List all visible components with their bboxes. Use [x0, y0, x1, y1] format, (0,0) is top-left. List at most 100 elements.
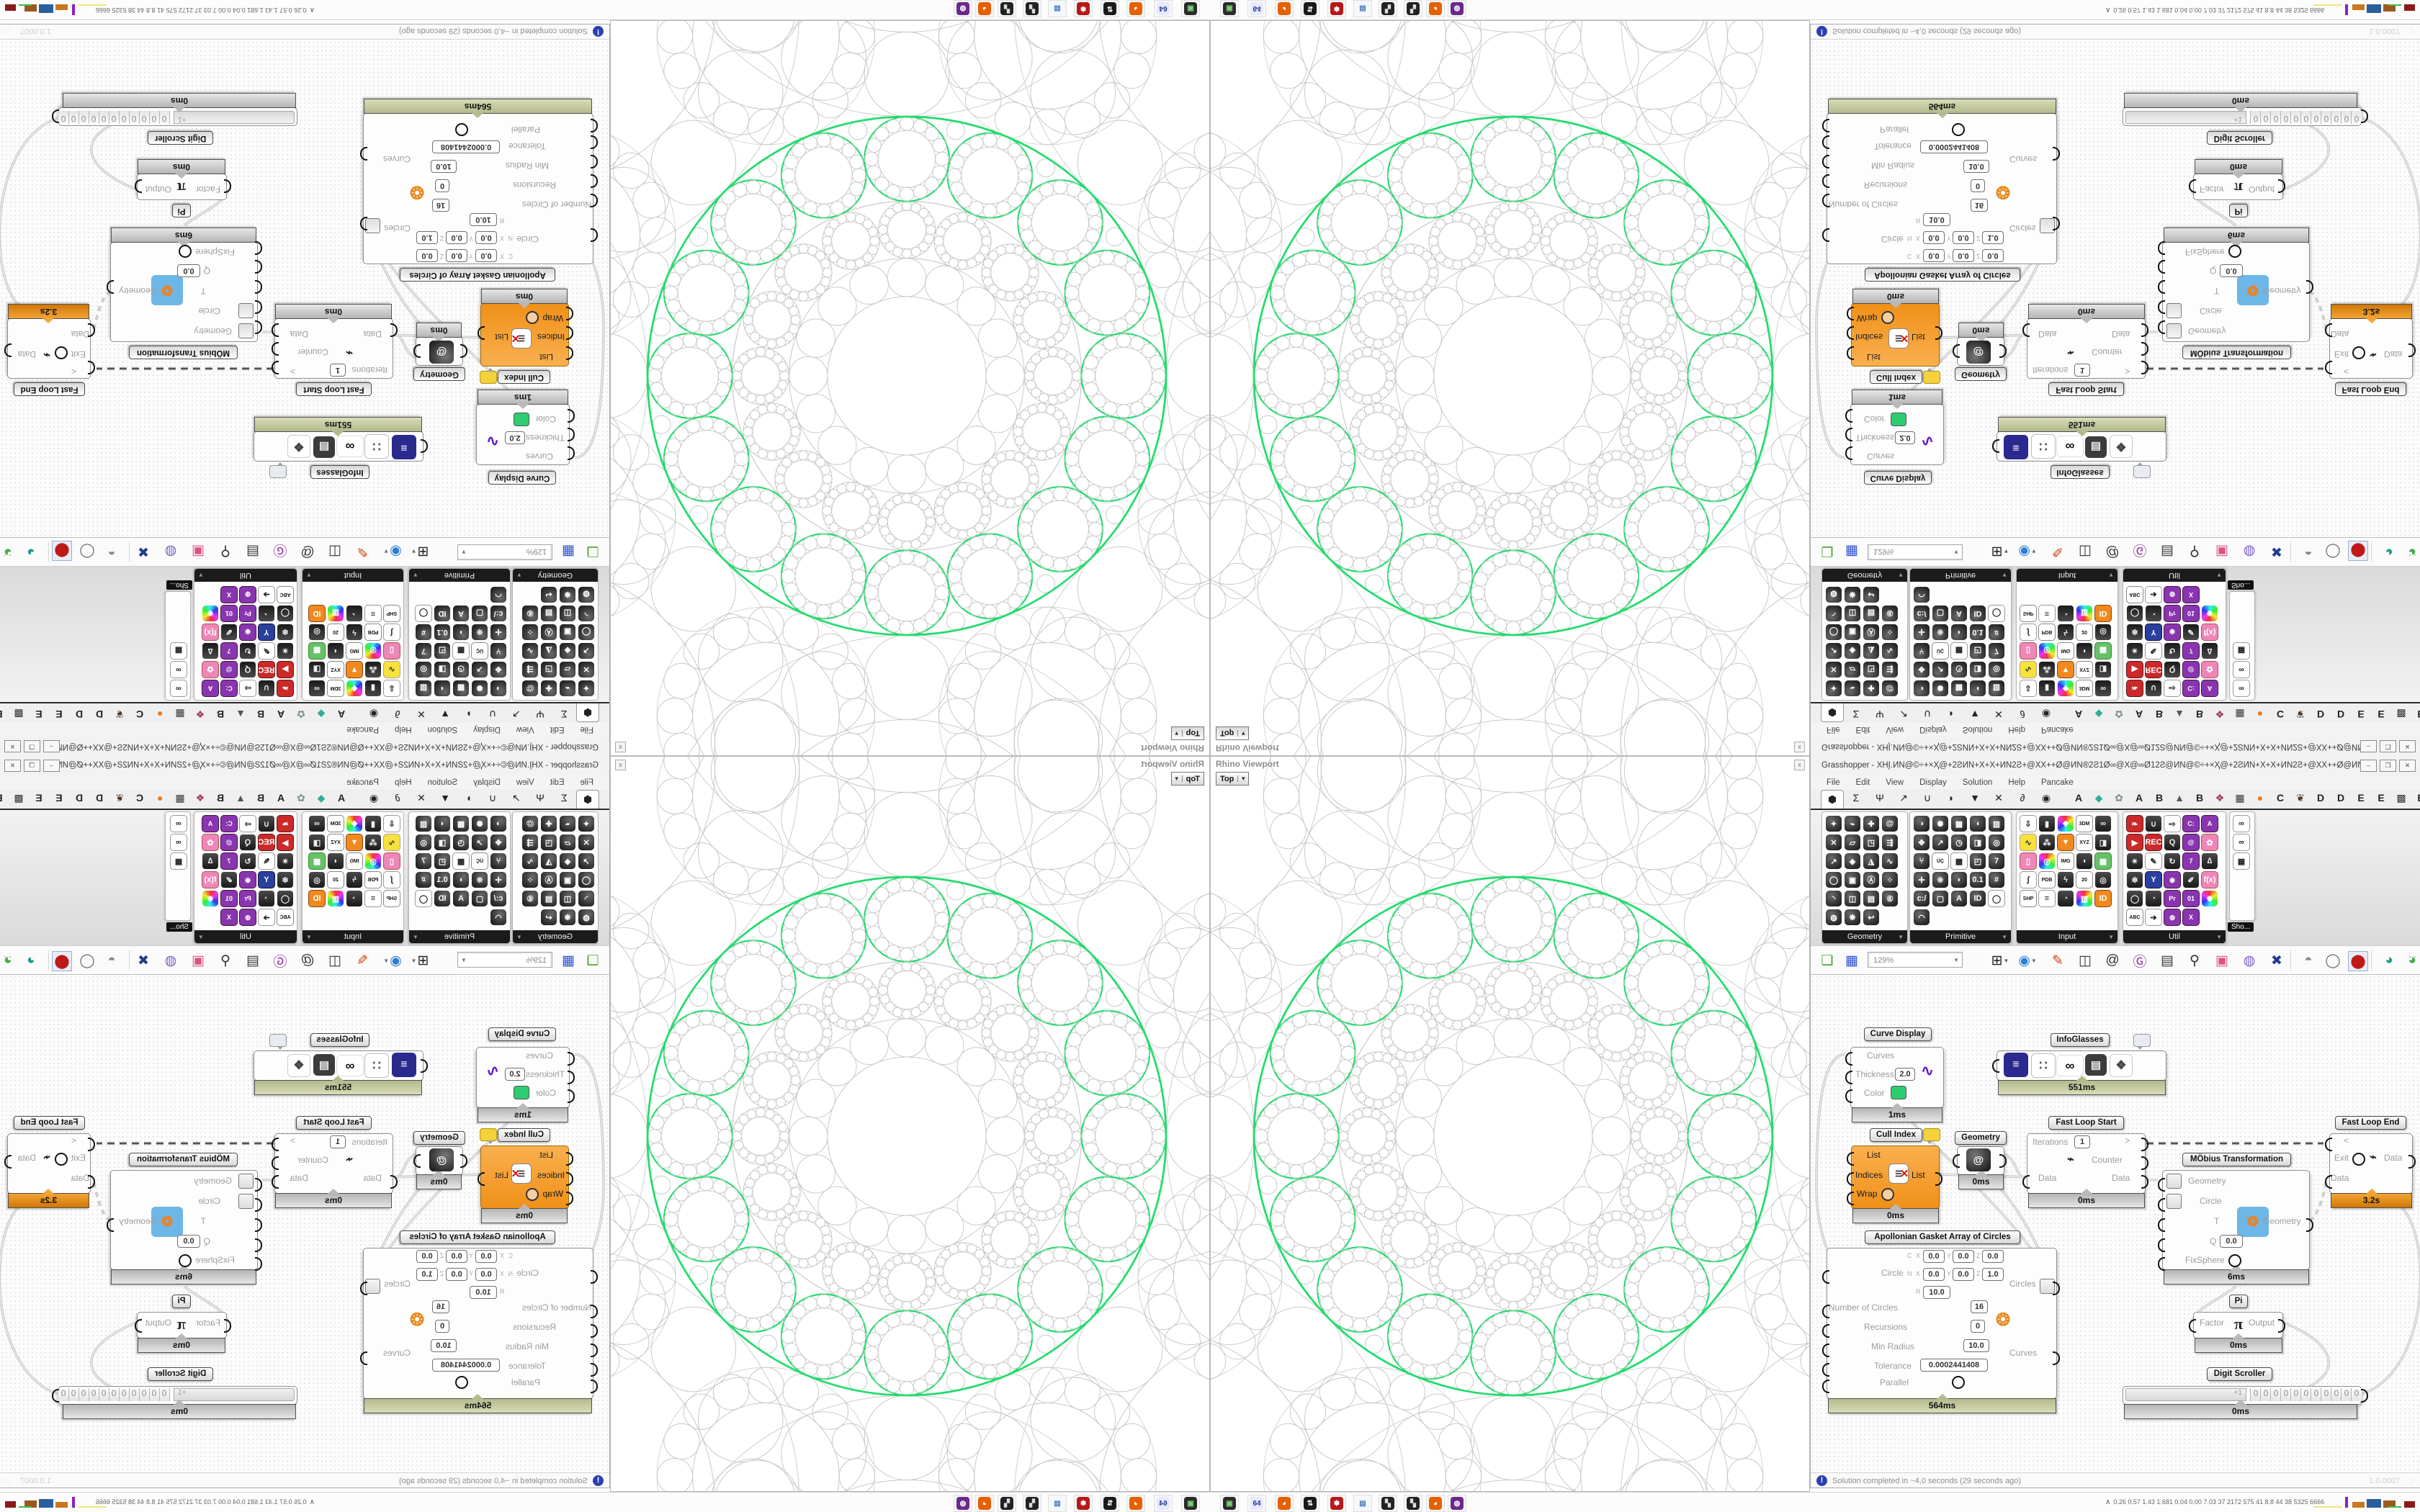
- digit-cell[interactable]: 0: [2321, 111, 2331, 124]
- cull-index-label[interactable]: Cull Index: [1870, 1128, 1922, 1142]
- input-hook[interactable]: [591, 1344, 598, 1357]
- palette-icon[interactable]: ◖: [1968, 814, 1987, 833]
- maximize-button[interactable]: ❐: [2380, 760, 2396, 772]
- palette-icon[interactable]: 7: [1987, 852, 2006, 870]
- input-hook[interactable]: [1822, 155, 1829, 168]
- palette-icon[interactable]: Y: [2144, 870, 2163, 889]
- input-hook[interactable]: [1845, 409, 1852, 423]
- output-hook[interactable]: [52, 1389, 59, 1403]
- palette-icon[interactable]: XYZ: [2075, 833, 2094, 852]
- tab-3[interactable]: ↗: [1899, 792, 1908, 804]
- input-hook[interactable]: [421, 1059, 428, 1073]
- output-hook[interactable]: [1935, 326, 1942, 340]
- value-box[interactable]: 0.0002441408: [1920, 1359, 1988, 1372]
- output-hook[interactable]: [2141, 342, 2148, 356]
- toggle-circle[interactable]: [526, 1188, 539, 1201]
- chevron-down-icon[interactable]: ▼: [2003, 957, 2009, 964]
- digit-cell[interactable]: 0: [2290, 111, 2301, 124]
- value-box[interactable]: 0.0: [446, 249, 467, 262]
- output-hook[interactable]: [2053, 147, 2060, 161]
- modifier-button[interactable]: [238, 303, 254, 318]
- value-box[interactable]: 10.0: [1923, 1286, 1950, 1299]
- value-box[interactable]: 0.0: [1953, 249, 1974, 262]
- chevron-down-icon[interactable]: ▼: [1953, 957, 1959, 963]
- output-hook[interactable]: [2361, 109, 2368, 123]
- app-recorder-icon[interactable]: ▣: [1181, 1495, 1200, 1512]
- digit-cell[interactable]: 0: [2270, 111, 2281, 124]
- input-hook[interactable]: [1847, 346, 1854, 360]
- palette-icon[interactable]: ◎: [2094, 870, 2112, 889]
- preview-selected-green-icon[interactable]: ◕: [2408, 953, 2416, 968]
- input-hook[interactable]: [1845, 1052, 1852, 1066]
- modifier-button[interactable]: [2166, 303, 2182, 318]
- value-box[interactable]: 16: [1971, 199, 1988, 212]
- panel-label-bar[interactable]: Geometry ▼: [1822, 930, 1907, 943]
- resize-grip[interactable]: ⋰: [2409, 1479, 2416, 1485]
- digit-cell[interactable]: 0: [2341, 111, 2352, 124]
- palette-icon[interactable]: ▼: [2056, 833, 2075, 852]
- preview-wireframe-icon[interactable]: ◯: [2325, 953, 2341, 968]
- digit-cell[interactable]: 0: [2270, 1388, 2281, 1401]
- value-box[interactable]: 0.0002441408: [1920, 140, 1988, 153]
- viewport-close-icon[interactable]: x: [1794, 760, 1805, 770]
- palette-icon[interactable]: ✐: [2182, 870, 2200, 889]
- app-recorder-icon[interactable]: ▣: [1220, 0, 1239, 17]
- digit-cell[interactable]: 0: [2341, 1388, 2352, 1401]
- palette-icon[interactable]: ID: [2094, 889, 2112, 908]
- palette-icon[interactable]: ◉: [2163, 870, 2182, 889]
- palette-icon[interactable]: ↗: [1931, 833, 1950, 852]
- input-hook[interactable]: [1953, 344, 1960, 358]
- palette-icon[interactable]: ↗: [1824, 852, 1843, 870]
- gha-compiler-icon[interactable]: Ⓖ: [2133, 954, 2147, 970]
- input-hook[interactable]: [591, 1305, 598, 1318]
- input-hook[interactable]: [421, 439, 428, 453]
- palette-icon[interactable]: ✥: [1912, 833, 1931, 852]
- value-box[interactable]: 1.0: [416, 231, 438, 244]
- preview-shaded-icon[interactable]: ⬤: [2348, 951, 2368, 971]
- palette-icon[interactable]: ✹: [2200, 889, 2219, 908]
- palette-icon[interactable]: ϟ: [2056, 870, 2075, 889]
- tab-17[interactable]: ❖: [2215, 792, 2225, 804]
- input-hook[interactable]: [2158, 1238, 2165, 1252]
- modifier-button[interactable]: [365, 218, 380, 233]
- palette-icon[interactable]: ✎: [2144, 852, 2163, 870]
- palette-icon[interactable]: ◯: [1824, 870, 1843, 889]
- value-box[interactable]: 10.0: [431, 160, 457, 173]
- palette-icon[interactable]: ➔: [2144, 908, 2163, 927]
- palette-icon[interactable]: f(x): [2200, 870, 2219, 889]
- palette-icon[interactable]: ◯: [1987, 889, 2006, 908]
- tab-18[interactable]: ▦: [2235, 792, 2245, 804]
- titlebar[interactable]: Grasshopper - XHĮ.ИN@©÷+×Ҳ@+2ƧИN+X+X+ИN2…: [1811, 756, 2420, 776]
- input-hook[interactable]: [566, 1192, 573, 1205]
- palette-icon[interactable]: ❖: [2056, 814, 2075, 833]
- app-gimp-icon[interactable]: ◍: [954, 0, 972, 17]
- value-box[interactable]: 1.0: [1982, 1268, 2004, 1281]
- scroller-slider[interactable]: +1: [174, 111, 295, 124]
- menu-item-pancake[interactable]: Pancake: [2041, 778, 2074, 787]
- mobius-transformation-label[interactable]: MÖbius Transformation: [2182, 346, 2291, 359]
- tab-6[interactable]: ▼: [1970, 792, 1980, 804]
- menu-item-view[interactable]: View: [1886, 778, 1904, 787]
- find-component-icon[interactable]: ⚲: [2190, 953, 2200, 968]
- palette-icon[interactable]: ▣: [1843, 870, 1862, 889]
- input-hook[interactable]: [1992, 439, 1999, 453]
- output-hook[interactable]: [107, 1218, 114, 1232]
- output-hook[interactable]: [1935, 1172, 1942, 1186]
- palette-icon[interactable]: ∿: [1881, 852, 1899, 870]
- value-box[interactable]: 0.0002441408: [432, 140, 500, 153]
- input-hook[interactable]: [1847, 326, 1854, 340]
- digit-cell[interactable]: 0: [2300, 111, 2311, 124]
- digit-cell[interactable]: 0: [2250, 1388, 2261, 1401]
- gift-wrap-icon[interactable]: ▣: [2215, 953, 2228, 968]
- toggle-circle[interactable]: [179, 1254, 192, 1267]
- input-hook[interactable]: [591, 155, 598, 168]
- input-hook[interactable]: [1822, 1305, 1829, 1318]
- digit-cell[interactable]: 0: [89, 111, 99, 124]
- menu-item-file[interactable]: File: [1827, 778, 1840, 787]
- input-hook[interactable]: [1822, 119, 1829, 132]
- input-hook[interactable]: [460, 344, 467, 358]
- palette-icon[interactable]: ∫: [2019, 870, 2038, 889]
- toggle-circle[interactable]: [1881, 1188, 1894, 1201]
- input-hook[interactable]: [1822, 174, 1829, 188]
- value-box[interactable]: 0.0: [446, 1250, 467, 1263]
